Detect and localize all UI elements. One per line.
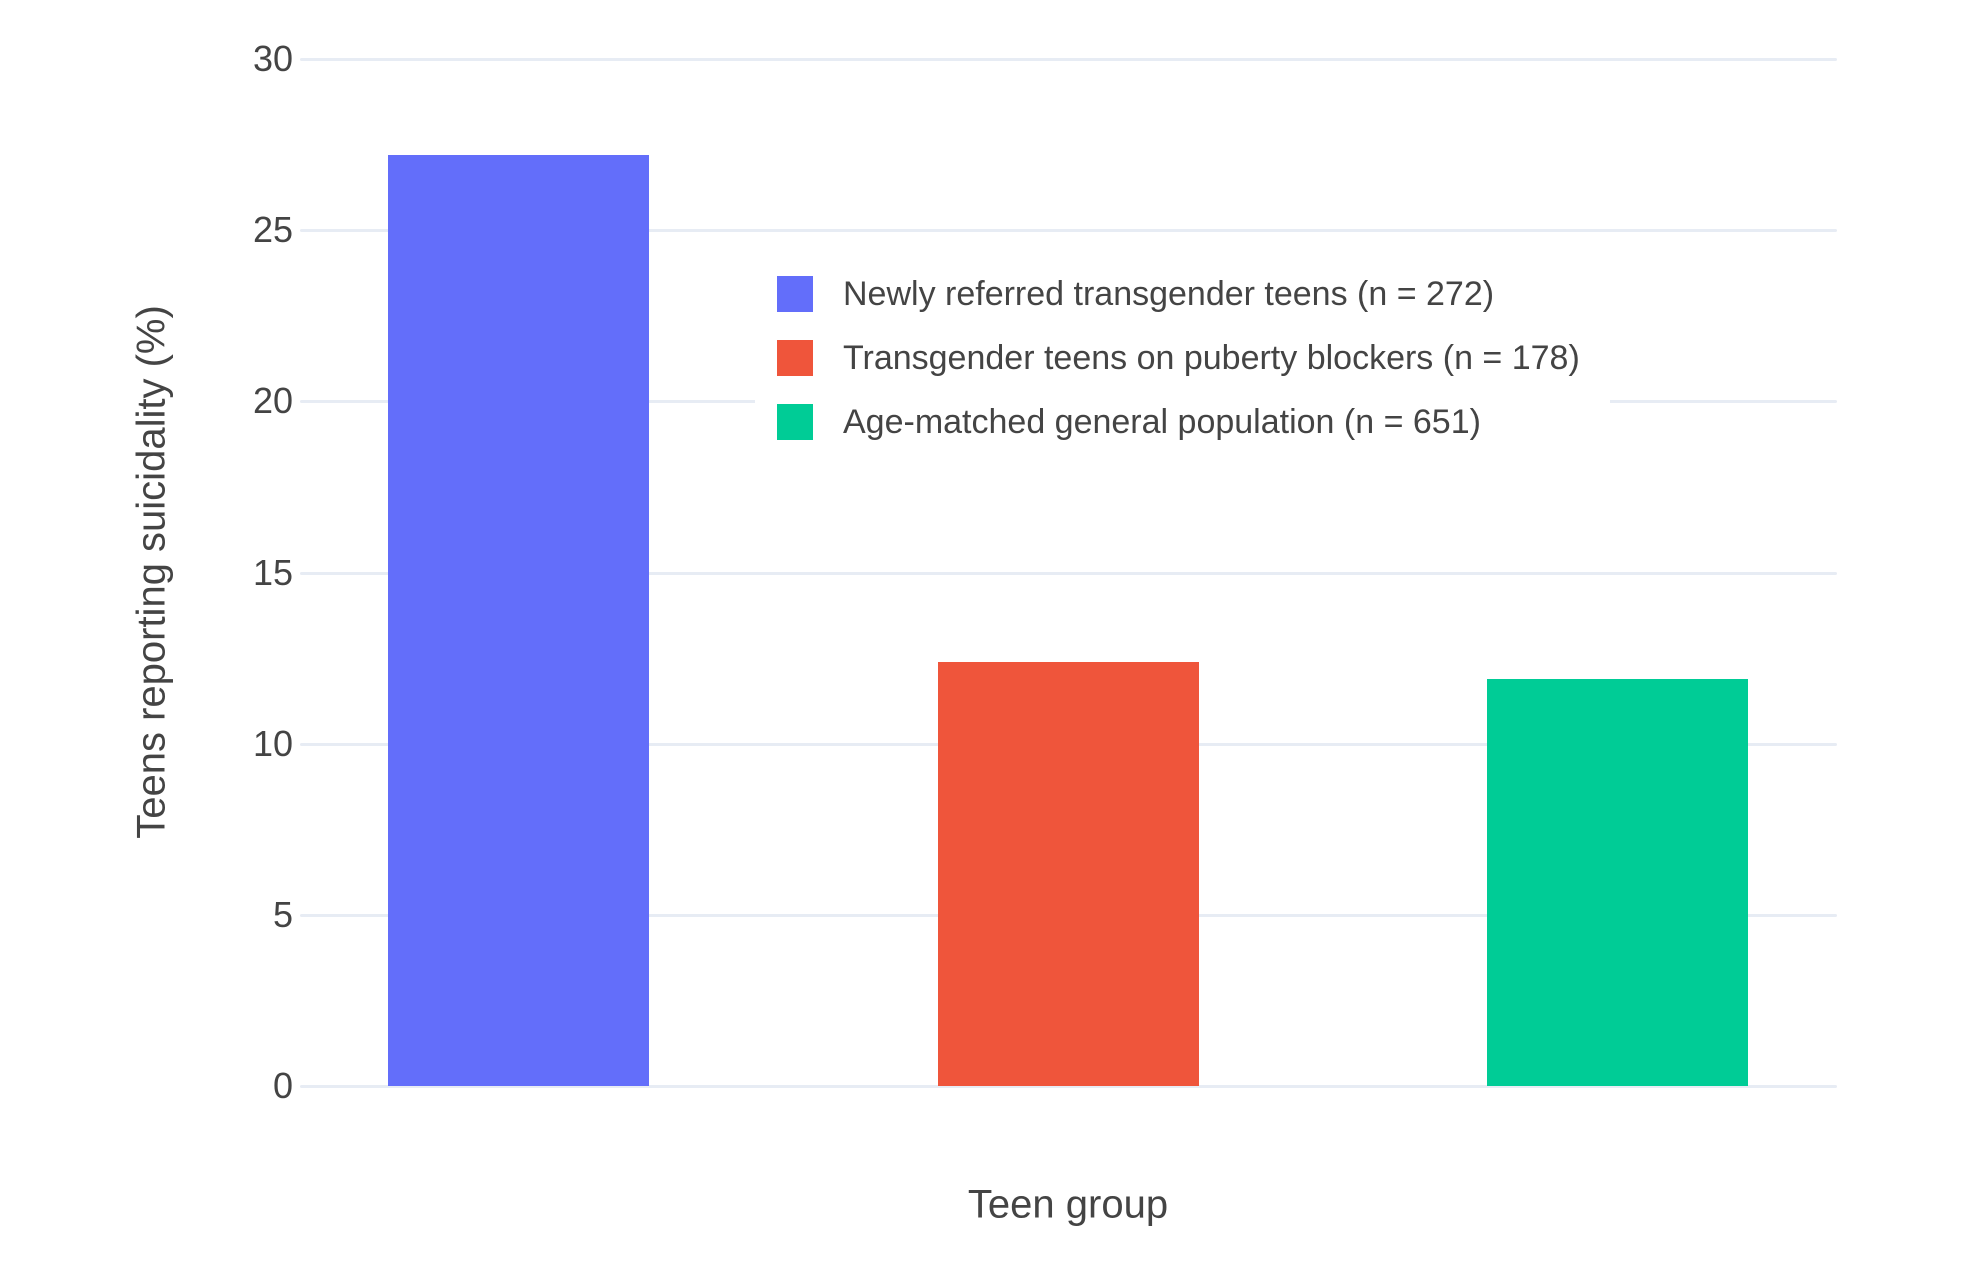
y-tick-label-15: 15 xyxy=(252,551,293,593)
y-tick-label-20: 20 xyxy=(252,380,293,422)
gridline-y-25 xyxy=(300,229,1837,233)
bar-3[interactable] xyxy=(1487,679,1748,1086)
plot-area xyxy=(300,58,1837,1088)
legend-label: Age-matched general population (n = 651) xyxy=(843,403,1481,441)
gridline-y-0 xyxy=(300,1085,1837,1088)
chart-legend: Newly referred transgender teens (n = 27… xyxy=(755,248,1610,470)
legend-swatch-icon xyxy=(777,276,813,312)
legend-item-2[interactable]: Transgender teens on puberty blockers (n… xyxy=(777,326,1580,390)
x-axis-title: Teen group xyxy=(967,1182,1169,1227)
y-axis-title: Teens reporting suicidality (%) xyxy=(129,305,174,839)
legend-label: Newly referred transgender teens (n = 27… xyxy=(843,275,1495,313)
y-tick-label-10: 10 xyxy=(252,722,293,764)
bar-2[interactable] xyxy=(938,662,1199,1086)
bar-1[interactable] xyxy=(388,155,649,1086)
legend-item-3[interactable]: Age-matched general population (n = 651) xyxy=(777,390,1580,454)
y-tick-label-25: 25 xyxy=(252,209,293,251)
y-tick-label-5: 5 xyxy=(272,893,293,935)
y-tick-label-30: 30 xyxy=(252,38,293,79)
legend-item-1[interactable]: Newly referred transgender teens (n = 27… xyxy=(777,262,1580,326)
y-tick-label-0: 0 xyxy=(272,1065,293,1106)
gridline-y-15 xyxy=(300,571,1837,575)
legend-label: Transgender teens on puberty blockers (n… xyxy=(843,339,1580,377)
gridline-y-30 xyxy=(300,58,1837,61)
legend-swatch-icon xyxy=(777,404,813,440)
legend-swatch-icon xyxy=(777,340,813,376)
